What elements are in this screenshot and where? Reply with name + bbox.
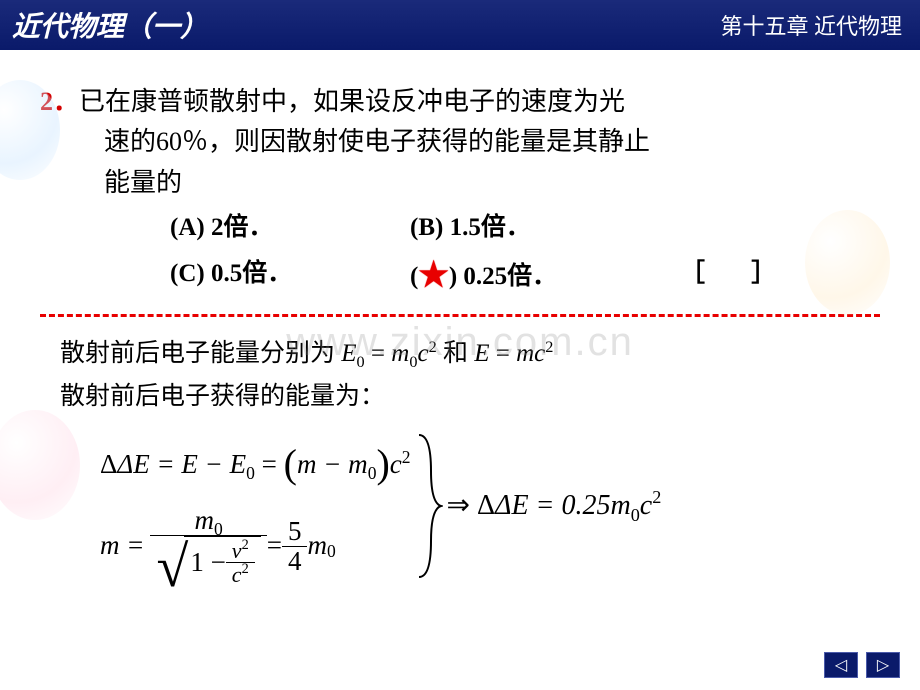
header-title-left: 近代物理（一） <box>12 5 208 45</box>
answer-bracket: ［ ］ <box>680 255 796 294</box>
eq-delta-e: ΔΔE = E − E0 = (m − m0)c2 <box>100 426 411 494</box>
header-title-right: 第十五章 近代物理 <box>720 9 902 41</box>
divider-dashed <box>40 314 880 317</box>
problem-line-3: 能量的 <box>40 163 880 203</box>
nav-controls: ◁ ▷ <box>824 652 900 678</box>
slide-header: 近代物理（一） 第十五章 近代物理 <box>0 0 920 50</box>
equation-row: ΔΔE = E − E0 = (m − m0)c2 m = m0 √ 1 − v… <box>60 426 880 586</box>
solution-line-2: 散射前后电子获得的能量为： <box>60 376 880 419</box>
option-d: (★) 0.25倍． <box>410 248 620 301</box>
brace-icon <box>415 431 443 581</box>
options-row-2: (C) 0.5倍． (★) 0.25倍． ［ ］ <box>170 248 880 301</box>
option-b: (B) 1.5倍． <box>410 209 531 248</box>
solution-line-1: 散射前后电子能量分别为 E0 = m0c2 和 E = mc2 <box>60 333 880 376</box>
solution-block: 散射前后电子能量分别为 E0 = m0c2 和 E = mc2 散射前后电子获得… <box>0 327 920 586</box>
star-icon: ★ <box>418 250 448 303</box>
eq-e0: E0 = m0c2 <box>341 340 443 367</box>
options-block: (A) 2倍． (B) 1.5倍． (C) 0.5倍． (★) 0.25倍． ［… <box>40 209 880 300</box>
eq-e: E = mc2 <box>474 340 553 367</box>
next-button[interactable]: ▷ <box>866 652 900 678</box>
problem-line-1: 2．已在康普顿散射中，如果设反冲电子的速度为光 <box>40 82 880 122</box>
prev-button[interactable]: ◁ <box>824 652 858 678</box>
equation-stack: ΔΔE = E − E0 = (m − m0)c2 m = m0 √ 1 − v… <box>100 426 411 586</box>
problem-block: 2．已在康普顿散射中，如果设反冲电子的速度为光 速的60％，则因散射使电子获得的… <box>0 50 920 300</box>
options-row-1: (A) 2倍． (B) 1.5倍． <box>170 209 880 248</box>
option-a: (A) 2倍． <box>170 209 410 248</box>
eq-mass: m = m0 √ 1 − v2 c2 <box>100 506 411 586</box>
option-c: (C) 0.5倍． <box>170 255 410 294</box>
problem-line-2: 速的60％，则因散射使电子获得的能量是其静止 <box>40 122 880 162</box>
eq-result: ⇒ ΔΔE = 0.25m0c2 <box>447 482 662 530</box>
problem-number: 2． <box>40 87 79 116</box>
